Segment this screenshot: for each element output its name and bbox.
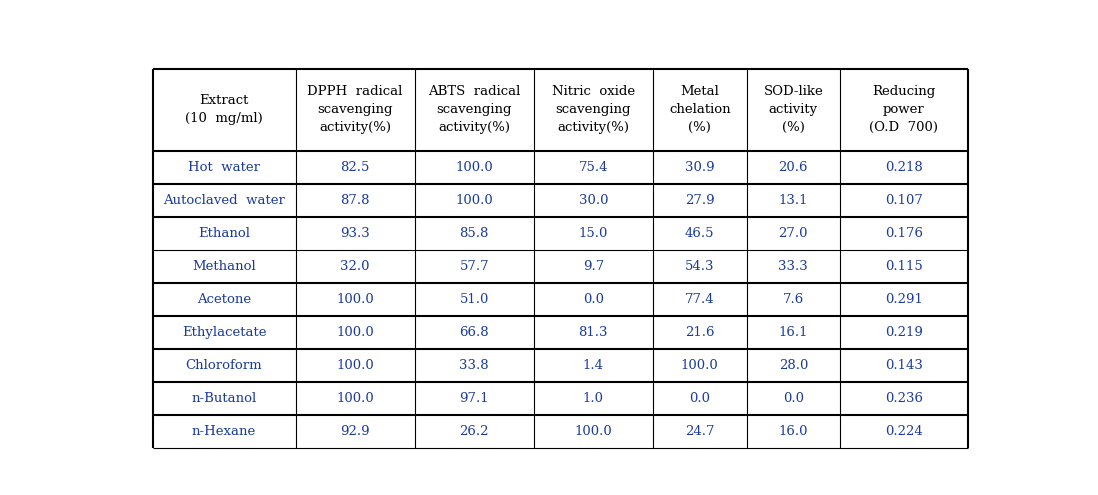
Text: 30.0: 30.0 [579, 194, 608, 207]
Text: 66.8: 66.8 [459, 326, 489, 339]
Text: Metal
chelation
(%): Metal chelation (%) [669, 86, 730, 135]
Text: Extract
(10  mg/ml): Extract (10 mg/ml) [186, 95, 262, 125]
Text: 57.7: 57.7 [459, 260, 489, 273]
Text: 0.0: 0.0 [690, 392, 710, 404]
Text: 1.0: 1.0 [583, 392, 604, 404]
Text: Methanol: Methanol [192, 260, 256, 273]
Text: 0.219: 0.219 [885, 326, 923, 339]
Text: 0.0: 0.0 [583, 293, 604, 306]
Text: n-Butanol: n-Butanol [191, 392, 257, 404]
Text: 46.5: 46.5 [685, 227, 715, 240]
Text: 75.4: 75.4 [579, 161, 608, 174]
Text: 87.8: 87.8 [340, 194, 370, 207]
Text: 100.0: 100.0 [336, 359, 374, 372]
Text: 13.1: 13.1 [778, 194, 808, 207]
Text: DPPH  radical
scavenging
activity(%): DPPH radical scavenging activity(%) [307, 86, 403, 135]
Text: Reducing
power
(O.D  700): Reducing power (O.D 700) [870, 86, 939, 135]
Text: 100.0: 100.0 [336, 392, 374, 404]
Text: 32.0: 32.0 [340, 260, 370, 273]
Text: Ethanol: Ethanol [198, 227, 250, 240]
Text: 54.3: 54.3 [685, 260, 715, 273]
Text: 81.3: 81.3 [579, 326, 608, 339]
Text: 9.7: 9.7 [583, 260, 604, 273]
Text: 100.0: 100.0 [336, 326, 374, 339]
Text: 100.0: 100.0 [574, 425, 613, 438]
Text: 0.115: 0.115 [885, 260, 922, 273]
Text: 30.9: 30.9 [685, 161, 715, 174]
Text: 92.9: 92.9 [340, 425, 370, 438]
Text: ABTS  radical
scavenging
activity(%): ABTS radical scavenging activity(%) [428, 86, 520, 135]
Text: 0.0: 0.0 [783, 392, 804, 404]
Text: 82.5: 82.5 [340, 161, 370, 174]
Text: 33.3: 33.3 [778, 260, 808, 273]
Text: Ethylacetate: Ethylacetate [182, 326, 267, 339]
Text: 24.7: 24.7 [685, 425, 715, 438]
Text: 100.0: 100.0 [456, 161, 493, 174]
Text: 51.0: 51.0 [460, 293, 489, 306]
Text: 97.1: 97.1 [459, 392, 489, 404]
Text: 0.291: 0.291 [885, 293, 923, 306]
Text: 27.9: 27.9 [685, 194, 715, 207]
Text: Hot  water: Hot water [188, 161, 260, 174]
Text: n-Hexane: n-Hexane [192, 425, 256, 438]
Text: 0.176: 0.176 [885, 227, 923, 240]
Text: 27.0: 27.0 [778, 227, 808, 240]
Text: 26.2: 26.2 [459, 425, 489, 438]
Text: 16.0: 16.0 [778, 425, 808, 438]
Text: 93.3: 93.3 [340, 227, 370, 240]
Text: 7.6: 7.6 [783, 293, 804, 306]
Text: 28.0: 28.0 [778, 359, 808, 372]
Text: 0.218: 0.218 [885, 161, 922, 174]
Text: Acetone: Acetone [197, 293, 251, 306]
Text: 16.1: 16.1 [778, 326, 808, 339]
Text: 1.4: 1.4 [583, 359, 604, 372]
Text: 20.6: 20.6 [778, 161, 808, 174]
Text: 100.0: 100.0 [681, 359, 718, 372]
Text: Nitric  oxide
scavenging
activity(%): Nitric oxide scavenging activity(%) [552, 86, 635, 135]
Text: 0.224: 0.224 [885, 425, 922, 438]
Text: SOD-like
activity
(%): SOD-like activity (%) [763, 86, 824, 135]
Text: 100.0: 100.0 [456, 194, 493, 207]
Text: 85.8: 85.8 [460, 227, 489, 240]
Text: Autoclaved  water: Autoclaved water [164, 194, 285, 207]
Text: 21.6: 21.6 [685, 326, 715, 339]
Text: 77.4: 77.4 [685, 293, 715, 306]
Text: 33.8: 33.8 [459, 359, 489, 372]
Text: 0.236: 0.236 [885, 392, 923, 404]
Text: 0.143: 0.143 [885, 359, 923, 372]
Text: 100.0: 100.0 [336, 293, 374, 306]
Text: Chloroform: Chloroform [186, 359, 262, 372]
Text: 15.0: 15.0 [579, 227, 608, 240]
Text: 0.107: 0.107 [885, 194, 923, 207]
